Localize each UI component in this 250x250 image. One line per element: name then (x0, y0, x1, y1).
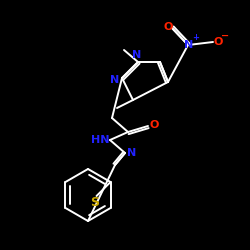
Text: O: O (149, 120, 159, 130)
Text: O: O (213, 37, 223, 47)
Text: N: N (128, 148, 136, 158)
Text: +: + (192, 34, 200, 42)
Text: O: O (163, 22, 173, 32)
Text: HN: HN (91, 135, 109, 145)
Text: N: N (110, 75, 120, 85)
Text: −: − (221, 31, 229, 41)
Text: N: N (184, 40, 194, 50)
Text: N: N (132, 50, 141, 60)
Text: S: S (90, 196, 99, 208)
